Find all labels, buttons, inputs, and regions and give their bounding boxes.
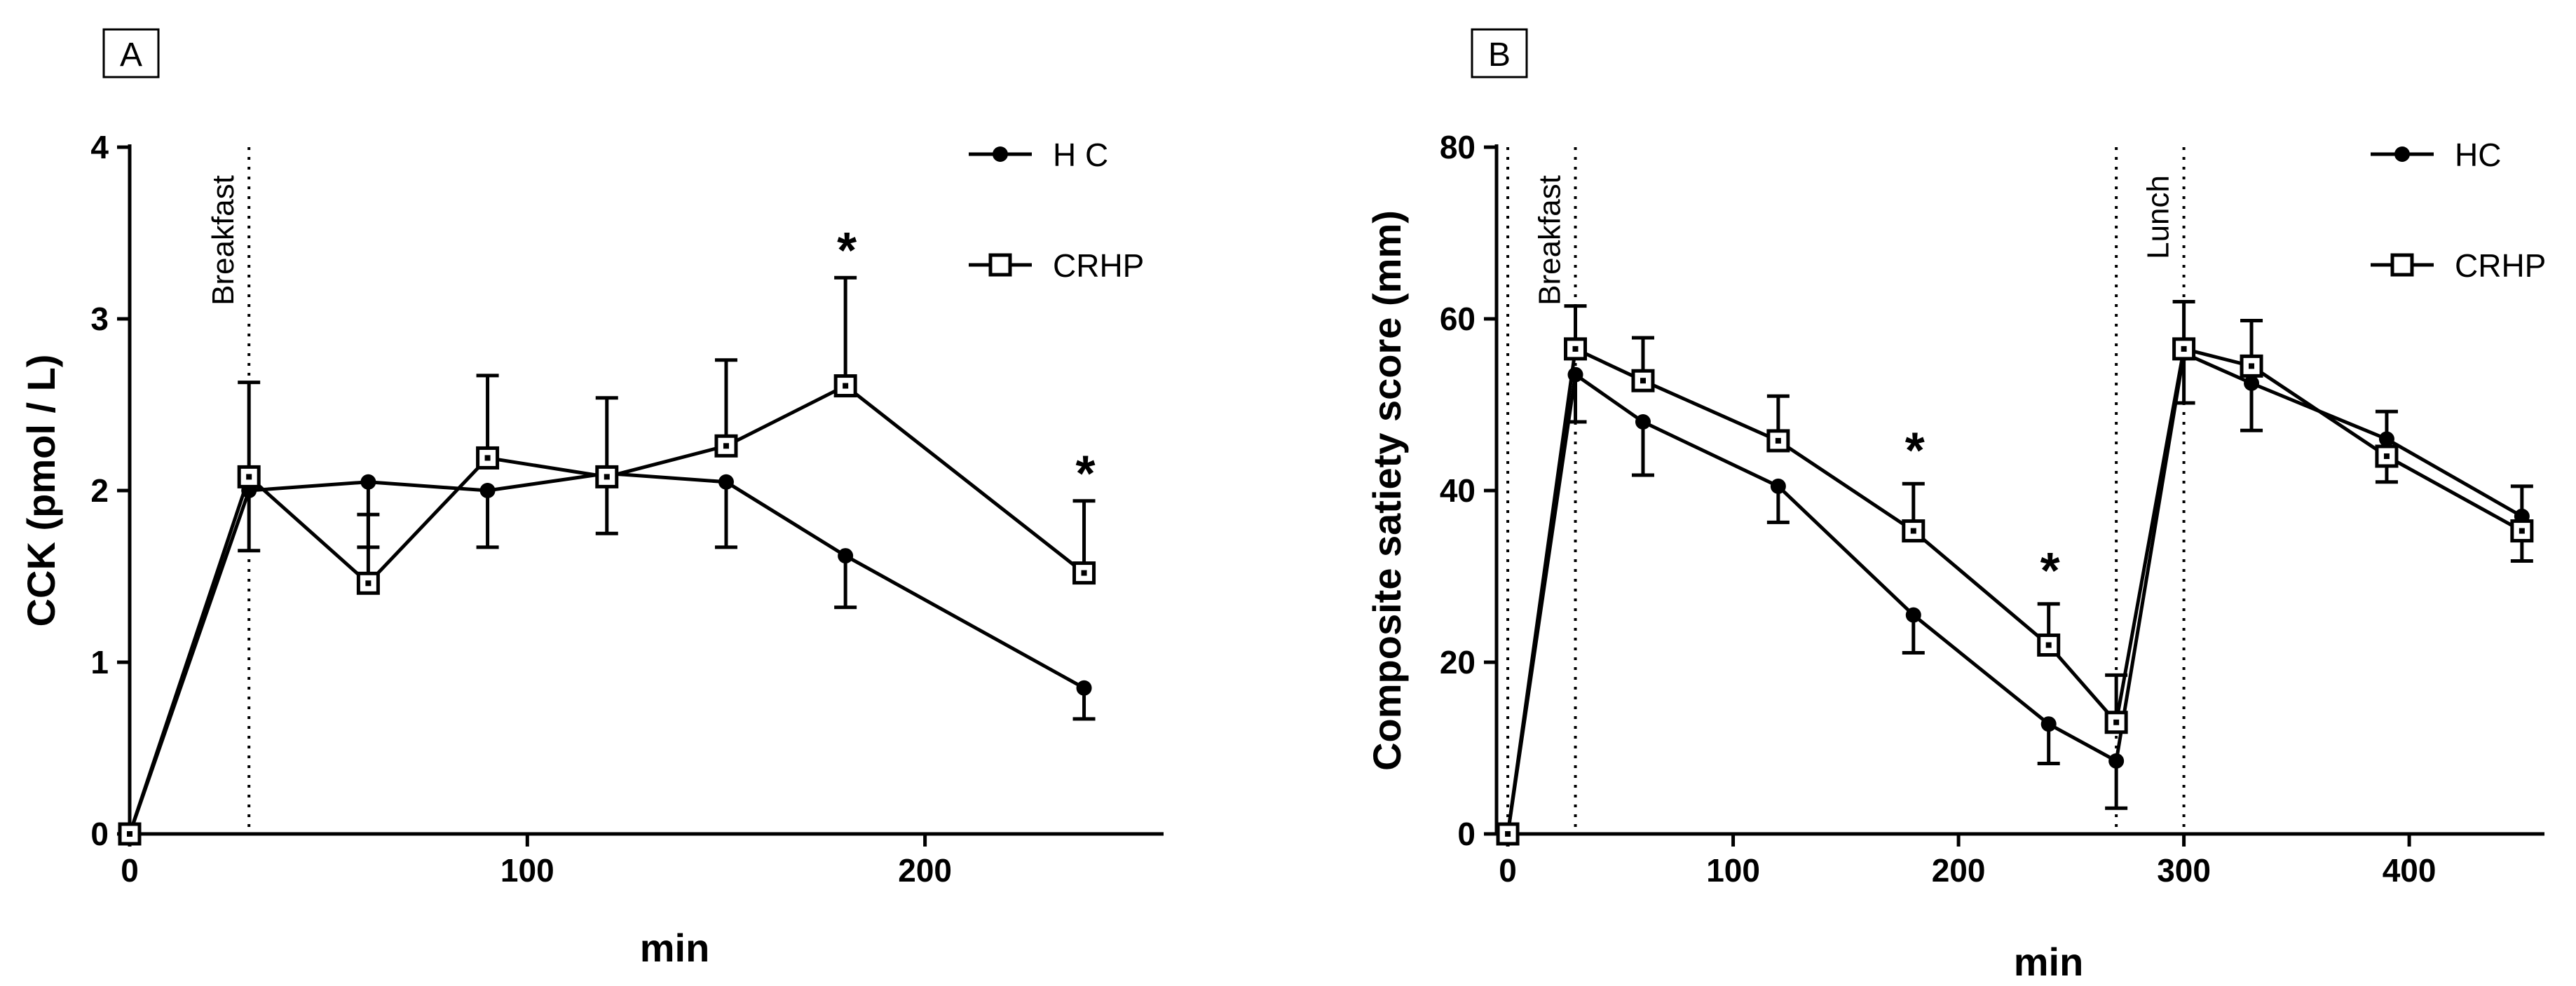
x-axis-title: min — [640, 926, 710, 970]
legend-marker-square — [988, 253, 1012, 277]
data-point-crhp-center — [604, 474, 610, 480]
panel-b-satiety-chart: B 0 20 40 60 80 0 100 200 300 400 Composite satiety… — [1365, 28, 2546, 984]
meal-label: Lunch — [2141, 175, 2176, 259]
data-point-crhp-center — [1505, 831, 1511, 837]
legend-label: H C — [1053, 137, 1108, 173]
data-point-crhp-center — [2249, 363, 2255, 369]
data-point-crhp-center — [2519, 528, 2525, 534]
data-point-crhp — [833, 374, 857, 398]
data-point-crhp-center — [484, 455, 491, 461]
data-point-crhp-center — [723, 443, 729, 449]
legend-entry-hc: H C — [969, 137, 1108, 173]
data-point-hc — [1770, 478, 1786, 494]
series-line — [1506, 350, 2523, 835]
series-line — [128, 471, 1085, 835]
y-tick-label: 60 — [1440, 301, 1476, 337]
data-point-hc — [1076, 680, 1092, 696]
panel-label: B — [1488, 36, 1511, 74]
data-point-hc — [1635, 414, 1651, 430]
data-point-crhp-center — [2113, 719, 2120, 725]
significance-star: * — [2040, 543, 2060, 599]
data-point-hc — [718, 474, 734, 490]
legend-label: CRHP — [2455, 247, 2546, 284]
y-tick-label: 20 — [1440, 644, 1476, 680]
significance-star: * — [1076, 446, 1096, 502]
x-tick-label: 0 — [121, 852, 139, 889]
legend-entry-crhp: CRHP — [969, 247, 1144, 284]
x-axis-title: min — [2014, 940, 2084, 984]
x-tick-label: 300 — [2157, 852, 2211, 889]
y-tick-label: 0 — [90, 816, 109, 852]
y-axis-title: CCK (pmol / L) — [19, 355, 63, 627]
data-point-crhp-center — [127, 831, 132, 837]
data-point-crhp — [1564, 337, 1588, 361]
data-point-crhp-center — [2383, 453, 2390, 459]
x-tick-label: 400 — [2383, 852, 2437, 889]
data-point-hc — [360, 474, 376, 490]
data-point-crhp-center — [1910, 528, 1916, 534]
series-crhp — [1496, 300, 2534, 846]
data-point-hc — [838, 548, 854, 564]
legend-marker-square — [2390, 253, 2414, 277]
x-tick-label: 0 — [1499, 852, 1517, 889]
meal-label: Breakfast — [206, 175, 240, 306]
y-tick-label: 2 — [90, 472, 109, 509]
meal-label: Breakfast — [1533, 175, 1567, 306]
y-tick-label: 1 — [90, 644, 109, 680]
legend-entry-crhp: CRHP — [2371, 247, 2546, 284]
legend-marker-circle — [993, 146, 1008, 162]
y-tick-label: 3 — [90, 301, 109, 337]
panel-label-box — [102, 28, 160, 78]
legend-label: CRHP — [1053, 247, 1144, 284]
y-tick-label: 0 — [1457, 816, 1476, 852]
y-axis-title: Composite satiety score (mm) — [1365, 210, 1409, 771]
legend-marker-circle — [2394, 146, 2410, 162]
series-hc — [122, 465, 1096, 842]
x-tick-label: 100 — [1706, 852, 1760, 889]
panel-a-cck-chart: A 0 1 2 3 4 0 100 200 CCK (pmol / L) min Breakfast *… — [19, 28, 1164, 970]
y-tick-label: 40 — [1440, 472, 1476, 509]
data-point-crhp-center — [2045, 642, 2052, 648]
data-point-crhp-center — [1640, 378, 1646, 384]
data-point-crhp-center — [843, 383, 849, 389]
data-point-crhp-center — [1775, 437, 1781, 444]
data-point-crhp-center — [365, 580, 372, 587]
panel-label: A — [120, 36, 142, 74]
series-line — [128, 383, 1086, 835]
x-tick-label: 200 — [898, 852, 952, 889]
series-crhp — [118, 275, 1096, 846]
data-point-hc — [1905, 607, 1921, 623]
y-tick-label: 4 — [90, 129, 109, 165]
data-point-crhp-center — [1572, 345, 1579, 352]
data-point-crhp-center — [1081, 570, 1087, 576]
legend-label: HC — [2455, 137, 2501, 173]
data-point-crhp-center — [2181, 345, 2187, 352]
x-tick-label: 100 — [500, 852, 554, 889]
data-point-hc — [2040, 716, 2057, 732]
data-point-hc — [2108, 753, 2125, 769]
series-hc — [1500, 345, 2533, 842]
legend-entry-hc: HC — [2371, 137, 2501, 173]
y-tick-label: 80 — [1440, 129, 1476, 165]
data-point-hc — [479, 483, 496, 498]
x-tick-label: 200 — [1932, 852, 1986, 889]
significance-star: * — [837, 223, 857, 279]
series-line — [1506, 346, 2523, 835]
panel-label-box — [1471, 28, 1528, 78]
data-point-crhp-center — [246, 474, 252, 480]
data-point-hc — [2244, 375, 2260, 391]
significance-star: * — [1905, 423, 1925, 479]
